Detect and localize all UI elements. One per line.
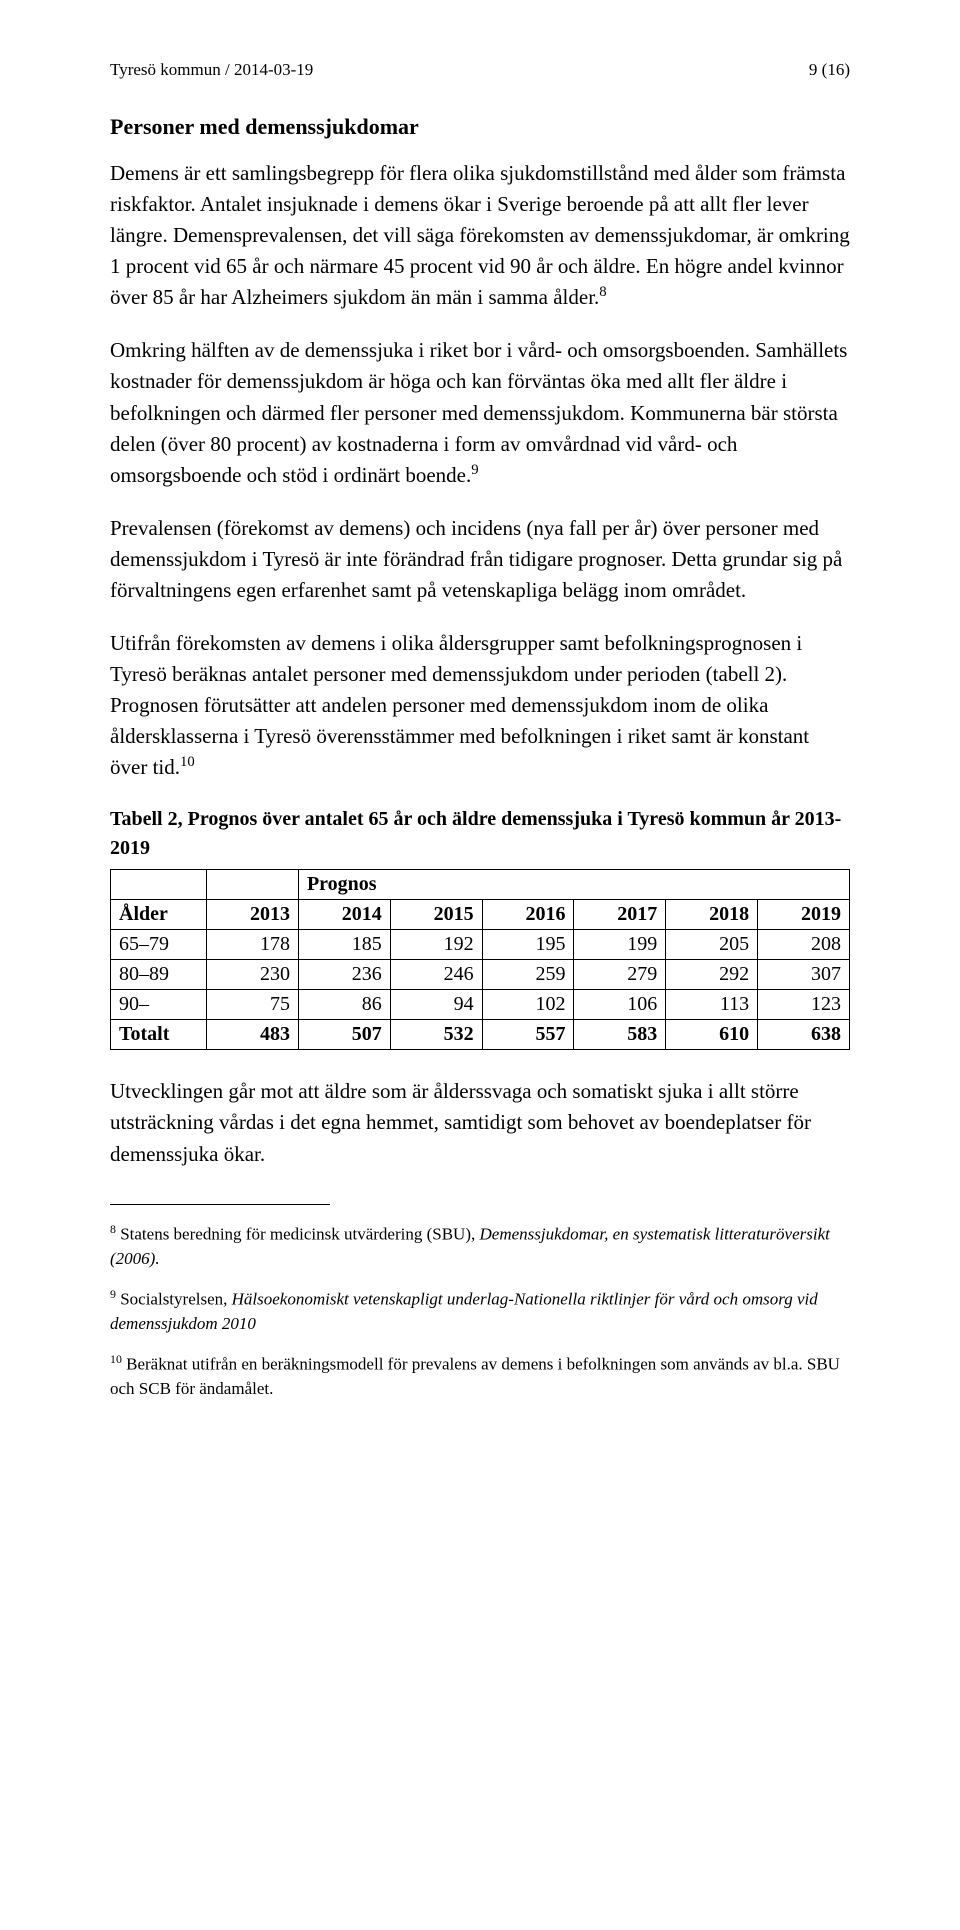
cell: 178	[207, 930, 299, 960]
paragraph-3: Prevalensen (förekomst av demens) och in…	[110, 513, 850, 606]
paragraph-4-text: Utifrån förekomsten av demens i olika ål…	[110, 631, 809, 779]
cell: 236	[298, 960, 390, 990]
footnote-8: 8 Statens beredning för medicinsk utvärd…	[110, 1221, 850, 1272]
footnote-10: 10 Beräknat utifrån en beräkningsmodell …	[110, 1351, 850, 1402]
footnote-ref-10: 10	[180, 754, 195, 770]
table-row: 80–89 230 236 246 259 279 292 307	[111, 960, 850, 990]
cell: 185	[298, 930, 390, 960]
cell: 86	[298, 990, 390, 1020]
row-label: 65–79	[111, 930, 207, 960]
footnote-8-text: Statens beredning för medicinsk utvärder…	[116, 1224, 480, 1243]
cell: 113	[666, 990, 758, 1020]
section-heading: Personer med demenssjukdomar	[110, 114, 850, 140]
footnote-separator	[110, 1204, 330, 1205]
row-label: 80–89	[111, 960, 207, 990]
header-left: Tyresö kommun / 2014-03-19	[110, 60, 313, 80]
cell: 638	[758, 1020, 850, 1050]
footnote-9-text: Socialstyrelsen,	[116, 1289, 232, 1308]
cell: 279	[574, 960, 666, 990]
cell: 94	[390, 990, 482, 1020]
col-header-2016: 2016	[482, 900, 574, 930]
footnote-marker-10: 10	[110, 1352, 122, 1366]
paragraph-2: Omkring hälften av de demenssjuka i rike…	[110, 335, 850, 490]
cell: 259	[482, 960, 574, 990]
prognos-label: Prognos	[298, 870, 849, 900]
col-header-2018: 2018	[666, 900, 758, 930]
table-row: 90– 75 86 94 102 106 113 123	[111, 990, 850, 1020]
footnote-ref-8: 8	[599, 284, 606, 300]
cell: 102	[482, 990, 574, 1020]
cell: 292	[666, 960, 758, 990]
col-header-alder: Ålder	[111, 900, 207, 930]
col-header-2014: 2014	[298, 900, 390, 930]
cell: 199	[574, 930, 666, 960]
total-label: Totalt	[111, 1020, 207, 1050]
cell: 610	[666, 1020, 758, 1050]
cell: 557	[482, 1020, 574, 1050]
table-caption: Tabell 2, Prognos över antalet 65 år och…	[110, 805, 850, 863]
paragraph-after-table: Utvecklingen går mot att äldre som är ål…	[110, 1076, 850, 1169]
footnote-ref-9: 9	[471, 462, 478, 478]
col-header-2017: 2017	[574, 900, 666, 930]
cell: 230	[207, 960, 299, 990]
cell: 507	[298, 1020, 390, 1050]
cell: 483	[207, 1020, 299, 1050]
cell: 106	[574, 990, 666, 1020]
paragraph-2-text: Omkring hälften av de demenssjuka i rike…	[110, 338, 847, 486]
document-page: Tyresö kommun / 2014-03-19 9 (16) Person…	[0, 0, 960, 1930]
empty-cell	[207, 870, 299, 900]
page-header: Tyresö kommun / 2014-03-19 9 (16)	[110, 60, 850, 80]
header-row: Ålder 2013 2014 2015 2016 2017 2018 2019	[111, 900, 850, 930]
header-right: 9 (16)	[809, 60, 850, 80]
cell: 246	[390, 960, 482, 990]
row-label: 90–	[111, 990, 207, 1020]
cell: 195	[482, 930, 574, 960]
cell: 532	[390, 1020, 482, 1050]
paragraph-4: Utifrån förekomsten av demens i olika ål…	[110, 628, 850, 783]
footnote-9: 9 Socialstyrelsen, Hälsoekonomiskt veten…	[110, 1286, 850, 1337]
col-header-2019: 2019	[758, 900, 850, 930]
cell: 205	[666, 930, 758, 960]
cell: 307	[758, 960, 850, 990]
prognos-row: Prognos	[111, 870, 850, 900]
cell: 583	[574, 1020, 666, 1050]
table-row: 65–79 178 185 192 195 199 205 208	[111, 930, 850, 960]
total-row: Totalt 483 507 532 557 583 610 638	[111, 1020, 850, 1050]
cell: 192	[390, 930, 482, 960]
footnote-10-text: Beräknat utifrån en beräkningsmodell för…	[110, 1354, 840, 1398]
paragraph-1-text: Demens är ett samlingsbegrepp för flera …	[110, 161, 850, 309]
cell: 123	[758, 990, 850, 1020]
empty-cell	[111, 870, 207, 900]
prognosis-table: Prognos Ålder 2013 2014 2015 2016 2017 2…	[110, 869, 850, 1050]
col-header-2013: 2013	[207, 900, 299, 930]
cell: 75	[207, 990, 299, 1020]
col-header-2015: 2015	[390, 900, 482, 930]
cell: 208	[758, 930, 850, 960]
paragraph-1: Demens är ett samlingsbegrepp för flera …	[110, 158, 850, 313]
